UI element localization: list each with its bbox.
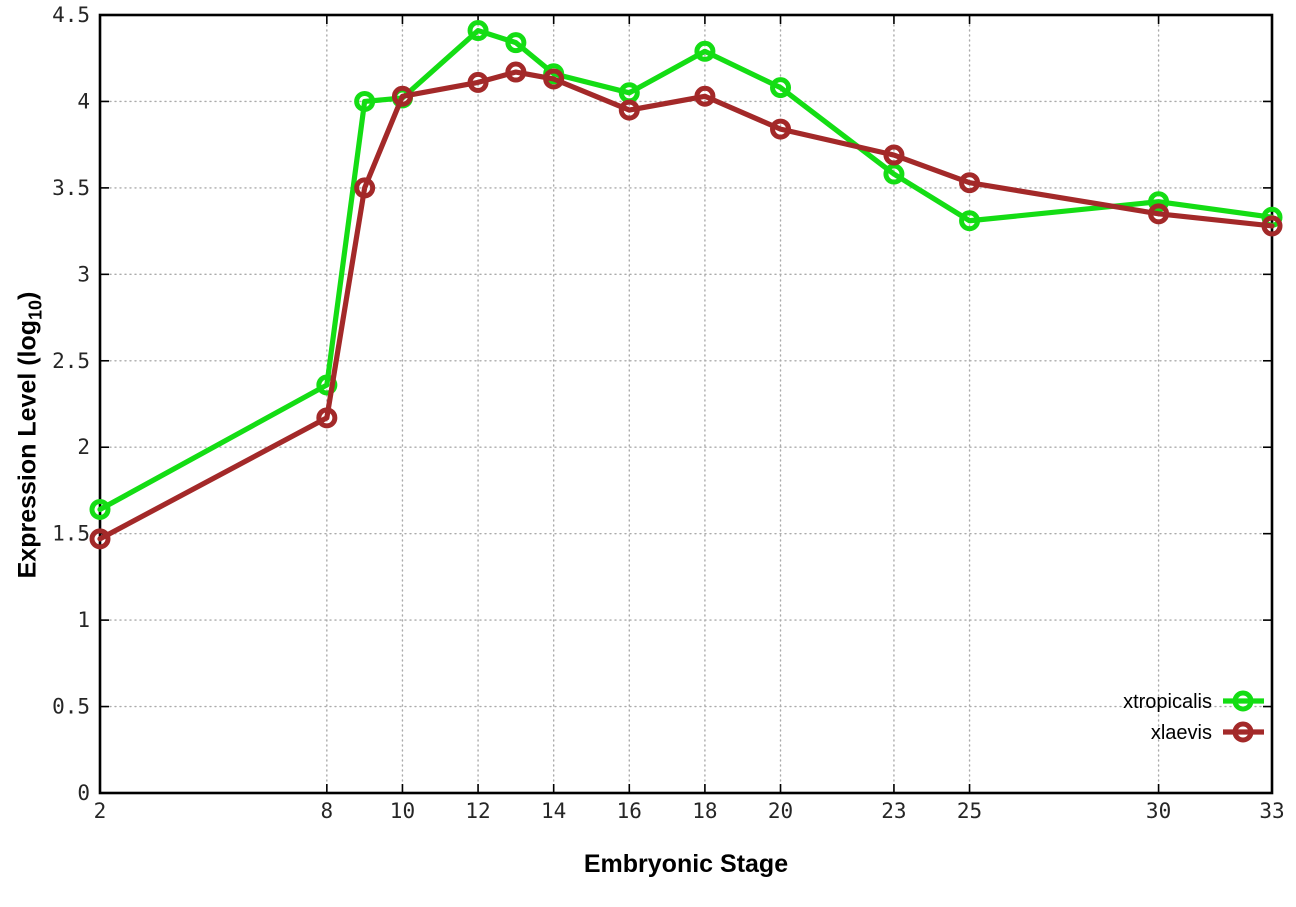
y-tick-label: 0: [77, 781, 90, 805]
marker-xtropicalis-stage-9: [354, 90, 376, 112]
marker-xlaevis-stage-8: [316, 407, 338, 429]
y-axis-label-subscript: 10: [25, 299, 46, 320]
marker-xtropicalis-stage-23: [883, 163, 905, 185]
x-tick-label: 25: [957, 799, 982, 823]
y-axis-label-suffix: ): [13, 291, 42, 300]
marker-xlaevis-stage-30: [1148, 203, 1170, 225]
x-axis-label: Embryonic Stage: [583, 850, 789, 878]
marker-xlaevis-stage-18: [694, 85, 716, 107]
plot-border: [98, 13, 1274, 795]
series-line-xlaevis: [97, 69, 1275, 542]
marker-xtropicalis-stage-2: [89, 498, 111, 520]
marker-xlaevis-stage-25: [959, 172, 981, 194]
x-tick-label: 33: [1259, 799, 1284, 823]
y-tick-label: 3: [77, 262, 90, 286]
x-tick-label: 23: [881, 799, 906, 823]
y-tick-label: 2.5: [52, 349, 90, 373]
y-tick-label: 3.5: [52, 176, 90, 200]
legend-marker-xlaevis: [1232, 721, 1254, 743]
y-axis-label: Expression Level (log10): [14, 292, 47, 579]
marker-xtropicalis-stage-25: [959, 210, 981, 232]
x-tick-label: 20: [768, 799, 793, 823]
x-tick-label: 16: [617, 799, 642, 823]
x-tick-label: 10: [390, 799, 415, 823]
y-tick-label: 0.5: [52, 695, 90, 719]
legend-label-xtropicalis: xtropicalis: [1123, 691, 1212, 713]
marker-xlaevis-stage-23: [883, 144, 905, 166]
marker-xlaevis-stage-16: [618, 99, 640, 121]
legend-marker-xtropicalis: [1232, 690, 1254, 712]
x-tick-label: 30: [1146, 799, 1171, 823]
x-tick-label: 2: [94, 799, 107, 823]
x-tick-label: 8: [321, 799, 334, 823]
marker-xlaevis-stage-14: [543, 68, 565, 90]
marker-xlaevis-stage-9: [354, 177, 376, 199]
marker-xlaevis-stage-10: [391, 85, 413, 107]
x-tick-label: 18: [692, 799, 717, 823]
marker-xlaevis-stage-13: [505, 61, 527, 83]
y-tick-label: 1.5: [52, 522, 90, 546]
marker-xtropicalis-stage-12: [467, 20, 489, 42]
marker-xtropicalis-stage-20: [770, 77, 792, 99]
y-axis-label-text: Expression Level (log: [13, 319, 42, 579]
series-line-xtropicalis: [97, 27, 1275, 513]
marker-xtropicalis-stage-30: [1148, 191, 1170, 213]
y-tick-label: 4.5: [52, 3, 90, 27]
y-tick-label: 2: [77, 435, 90, 459]
legend-label-xlaevis: xlaevis: [1151, 722, 1212, 744]
x-tick-label: 12: [465, 799, 490, 823]
marker-xlaevis-stage-33: [1261, 215, 1283, 237]
marker-xlaevis-stage-12: [467, 71, 489, 93]
marker-xtropicalis-stage-13: [505, 32, 527, 54]
y-tick-label: 4: [77, 89, 90, 113]
marker-xtropicalis-stage-18: [694, 40, 716, 62]
y-tick-label: 1: [77, 608, 90, 632]
marker-xlaevis-stage-20: [770, 118, 792, 140]
x-tick-label: 14: [541, 799, 566, 823]
marker-xlaevis-stage-2: [89, 528, 111, 550]
